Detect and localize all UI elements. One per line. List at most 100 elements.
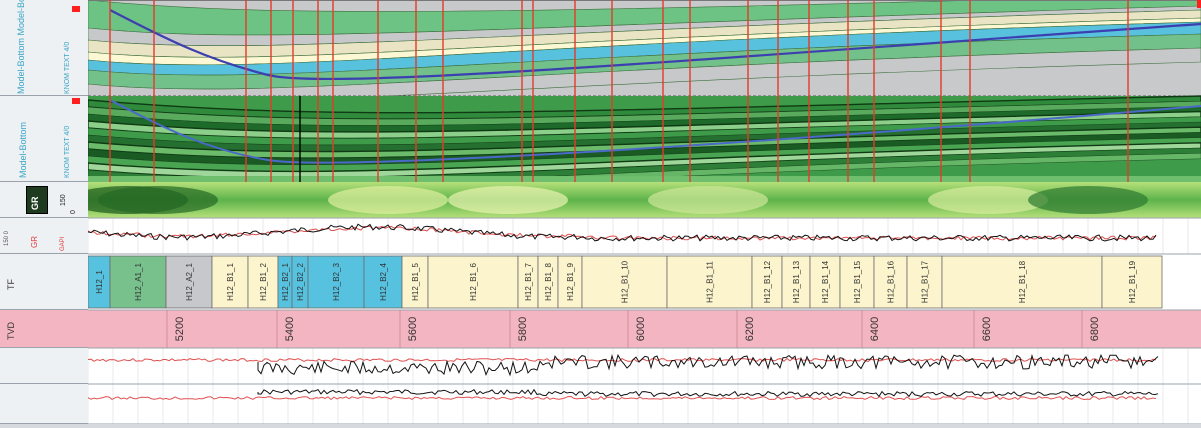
track-header-gr-image[interactable]: GR 150 0: [0, 182, 88, 218]
zone-cell: H12_B1_19: [1101, 255, 1163, 309]
zone-cell: H12_B1_2: [247, 255, 279, 309]
gr-image-swatch: [26, 186, 48, 214]
gr-image-blob: [648, 186, 768, 214]
zone-rect: [941, 255, 1103, 309]
gr-image-blob: [448, 186, 568, 214]
zone-label: H12_B1_15: [853, 260, 862, 303]
curve4-bg: [88, 384, 1201, 424]
zone-track: H12_1 H12_A1_1 H12_A2_1 H12_B1_1 H12_B1_2 H12…: [87, 255, 1163, 309]
zone-rect: [1101, 255, 1163, 309]
gr-image-blob: [328, 186, 448, 214]
zone-cell: H12_B2_4: [363, 255, 403, 309]
gr-curve-bg: [88, 218, 1201, 254]
depth-tick-label: 6000: [635, 317, 647, 341]
depth-tick-label: 5400: [284, 317, 296, 341]
zone-label: H12_B2_1: [281, 263, 290, 301]
zone-cell: H12_B1_8: [537, 255, 559, 309]
zone-cell: H12_B1_13: [781, 255, 811, 309]
zone-rect: [751, 255, 783, 309]
gr-curve-name: GR: [30, 236, 39, 248]
depth-tick-label: 6600: [981, 317, 993, 341]
gr-image-blob: [1028, 186, 1148, 214]
track-header-zones[interactable]: TF: [0, 254, 88, 310]
zone-label: H12_B1_11: [706, 261, 715, 303]
gr-curve-black: [87, 223, 1157, 242]
model-bottom-scale-label: KNOM TEXT 4/0: [64, 125, 71, 178]
zone-rect: [363, 255, 403, 309]
zone-label: H12_B1_19: [1128, 260, 1137, 303]
zone-label: H12_B1_8: [544, 263, 553, 301]
model-top-label: Model-Bottom Model-Bottom: [16, 0, 26, 94]
well-trajectory-bottom: [109, 99, 1201, 164]
log-curves: [87, 223, 1159, 401]
zone-label: H12_B1_12: [763, 260, 772, 303]
zone-cell: H12_B1_18: [941, 255, 1103, 309]
zone-cell: H12_B1_6: [427, 255, 519, 309]
zone-rect: [873, 255, 908, 309]
track-label-panel: Model-Bottom Model-Bottom KNOM TEXT 4/0 …: [0, 0, 89, 424]
zone-label: H12_B2_3: [332, 263, 341, 301]
footer-bar: [0, 424, 1201, 428]
zone-label: H12_B1_1: [226, 263, 235, 301]
gr-image-scale-max: 150: [60, 194, 67, 206]
curve3-bg: [88, 348, 1201, 384]
gr-curve-scale: 150 0: [4, 230, 10, 246]
zone-rect: [401, 255, 429, 309]
track-header-gr-curve[interactable]: GR GAPI 150 0: [0, 218, 88, 254]
track-header-model-top[interactable]: Model-Bottom Model-Bottom KNOM TEXT 4/0: [0, 0, 88, 96]
correlation-panel: H12_1 H12_A1_1 H12_A2_1 H12_B1_1 H12_B1_2 H12…: [68, 0, 1201, 428]
depth-tick-label: 6800: [1089, 317, 1101, 341]
zone-cell: H12_A2_1: [165, 255, 213, 309]
well-markers: [109, 0, 1201, 182]
curve4-black: [257, 388, 1159, 398]
model-top-edge: [88, 0, 1201, 1]
zone-rect: [211, 255, 249, 309]
zone-label: H12_B2_4: [379, 263, 388, 301]
depth-tick-label: 5200: [174, 317, 186, 341]
depth-track: 5200 5400 5600 5800 6000 6200 6400 6600 6800: [166, 310, 1101, 348]
zone-cell: H12_B1_11: [666, 255, 753, 309]
gr-image-blob: [98, 186, 218, 214]
zone-cell: H12_B1_10: [581, 255, 668, 309]
zone-cell: H12_B1_14: [809, 255, 841, 309]
curve4-red: [87, 395, 1157, 401]
corner-marker: [1197, 0, 1201, 8]
gr-curve-unit: GAPI: [60, 236, 66, 251]
zone-rect: [427, 255, 519, 309]
zone-cell: H12_B1_15: [839, 255, 875, 309]
zone-cell: H12_B2_2: [291, 255, 309, 309]
zone-label: H12_A2_1: [185, 263, 194, 301]
zone-rect: [781, 255, 811, 309]
section-canvas[interactable]: H12_1 H12_A1_1 H12_A2_1 H12_B1_1 H12_B1_2 H12…: [68, 0, 1201, 425]
zone-rect: [839, 255, 875, 309]
zone-label: H12_B1_18: [1018, 260, 1027, 303]
track-header-curve-4[interactable]: [0, 384, 88, 424]
zone-rect: [307, 255, 365, 309]
track-header-curve-3[interactable]: [0, 348, 88, 384]
model-bottom-base: [88, 176, 1201, 182]
depth-tick-label: 5800: [517, 317, 529, 341]
zone-cell: H12_B2_3: [307, 255, 365, 309]
zone-label: H12_B1_2: [259, 263, 268, 301]
zone-label: H12_B1_10: [621, 260, 630, 303]
zone-cell: H12_B1_9: [557, 255, 583, 309]
model-top-scale-label: KNOM TEXT 4/0: [64, 41, 71, 94]
track-header-depth[interactable]: TVD: [0, 310, 88, 348]
track-header-model-bottom[interactable]: Model-Bottom KNOM TEXT 4/0: [0, 96, 88, 182]
zone-rect: [581, 255, 668, 309]
zone-label: H12_B1_13: [792, 260, 801, 303]
well-trajectory-top: [109, 9, 1201, 81]
grid-lines: [87, 217, 1201, 425]
zone-label: H12_B1_16: [887, 260, 896, 303]
zone-cell: H12_B1_16: [873, 255, 908, 309]
depth-track-label: TVD: [6, 322, 16, 340]
track-marker-red: [72, 6, 80, 12]
zone-cell: H12_B1_5: [401, 255, 429, 309]
zone-cell: H12_A1_1: [109, 255, 167, 309]
zone-cell: H12_B2_1: [277, 255, 293, 309]
depth-tick-label: 5600: [407, 317, 419, 341]
zone-label: H12_1: [95, 270, 104, 294]
gr-image-scale-min: 0: [70, 210, 77, 214]
depth-track-bg: [88, 310, 1201, 348]
